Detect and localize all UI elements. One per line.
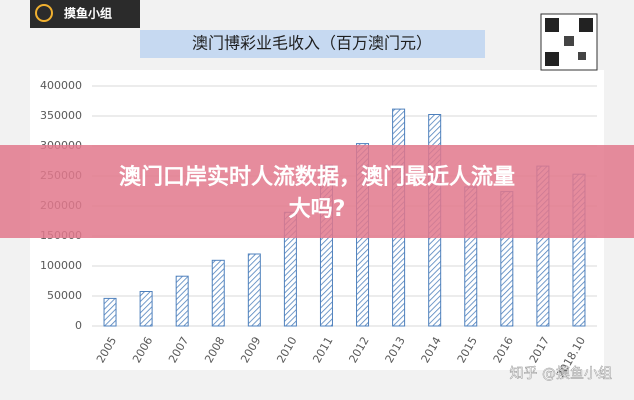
- bar: [247, 253, 261, 327]
- logo-box: [30, 0, 140, 28]
- headline-line: 大吗?: [289, 197, 346, 222]
- watermark: 知乎 @摸鱼小组: [510, 365, 612, 382]
- headline-line: 澳门口岸实时人流数据，澳门最近人流量: [119, 164, 515, 190]
- y-tick-label: 400000: [40, 79, 82, 92]
- bar: [211, 259, 225, 327]
- y-tick-label: 50000: [47, 289, 82, 302]
- y-tick-label: 0: [75, 319, 82, 332]
- qr-dot: [578, 52, 586, 60]
- bar: [175, 275, 189, 327]
- qr-corner: [579, 18, 593, 32]
- bar: [139, 291, 153, 327]
- y-tick-label: 350000: [40, 109, 82, 122]
- qr-corner: [545, 18, 559, 32]
- qr-corner: [545, 52, 559, 66]
- logo-text: 摸鱼小组: [64, 6, 112, 21]
- qr-dot: [564, 36, 574, 46]
- bar: [103, 297, 117, 327]
- y-tick-label: 100000: [40, 259, 82, 272]
- title-box: [140, 30, 485, 58]
- chart-title: 澳门博彩业毛收入（百万澳门元）: [192, 34, 432, 53]
- headline-banner: [0, 145, 634, 238]
- qr-code: [540, 13, 598, 71]
- logo-icon: [35, 4, 53, 22]
